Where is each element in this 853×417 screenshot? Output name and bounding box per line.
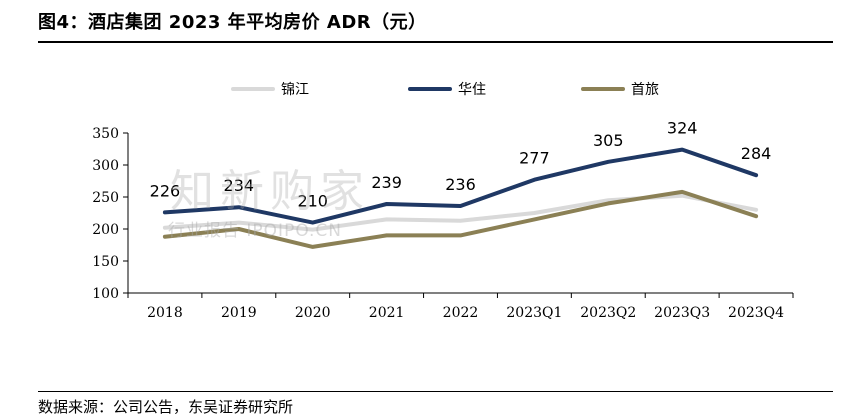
x-tick-label: 2023Q4 [728,305,784,321]
series-lines [162,147,759,249]
x-axis: 2018 2019 2020 2021 2022 2023Q1 2023Q2 2023Q3 20… [127,292,794,321]
x-tick-label: 2021 [369,305,405,321]
source-divider [38,391,833,392]
data-label: 324 [667,119,698,138]
chart-title: 图4：酒店集团 2023 年平均房价 ADR（元） [38,12,427,33]
y-tick-label: 250 [92,190,119,206]
y-axis: 100 150 200 250 300 350 [92,126,129,302]
series-line-锦江 [162,193,759,232]
y-tick-label: 100 [92,286,119,302]
data-label: 239 [371,173,402,192]
data-label: 234 [224,176,255,195]
series-line-首旅 [162,189,759,249]
y-tick-label: 350 [92,126,119,142]
data-label: 226 [150,181,181,200]
y-tick-label: 300 [92,158,119,174]
data-labels: 226 234 210 239 236 277 305 324 284 [150,119,772,211]
legend-label: 锦江 [281,81,309,98]
data-label: 236 [445,175,476,194]
y-tick-label: 200 [92,222,119,238]
source-note: 数据来源：公司公告，东吴证券研究所 [38,398,294,416]
legend-label: 首旅 [631,82,659,98]
x-tick-label: 2023Q2 [580,305,636,321]
x-tick-label: 2019 [221,305,257,321]
data-label: 210 [297,192,328,211]
x-tick-label: 2018 [147,305,183,321]
title-divider [38,41,833,43]
data-label: 305 [593,131,624,150]
x-tick-label: 2023Q1 [506,305,562,321]
legend-label: 华住 [458,82,486,98]
data-label: 284 [741,144,772,163]
series-line-华住 [162,147,759,225]
legend: 锦江 华住 首旅 [231,81,659,98]
x-tick-label: 2022 [443,305,479,321]
y-tick-label: 150 [92,254,119,270]
x-tick-label: 2020 [295,305,331,321]
x-tick-label: 2023Q3 [654,305,710,321]
data-label: 277 [519,149,550,168]
